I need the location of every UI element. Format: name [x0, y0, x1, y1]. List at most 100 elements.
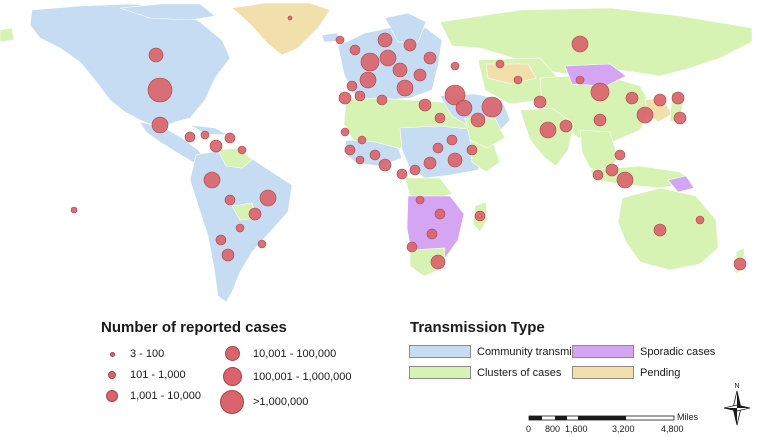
scale-unit-label: Miles	[677, 412, 699, 422]
community-swatch-icon	[409, 345, 471, 358]
land-canada-arctic	[119, 3, 216, 21]
cases-legend-item: 3 - 100	[100, 348, 164, 360]
transmission-legend-item: Pending	[572, 366, 680, 379]
land-greenland-east	[0, 27, 15, 43]
transmission-legend-item: Community transmission	[409, 345, 597, 358]
transmission-legend-label: Clusters of cases	[477, 366, 562, 379]
case-bubble	[396, 79, 414, 97]
case-bubble	[360, 52, 380, 72]
case-bubble	[392, 62, 408, 78]
case-bubble	[377, 32, 393, 48]
bubble-size-1-icon	[109, 351, 115, 357]
pending-swatch-icon	[572, 366, 634, 379]
case-bubble	[466, 144, 478, 156]
case-bubble	[533, 95, 547, 109]
cases-legend-label: 10,001 - 100,000	[253, 347, 337, 360]
case-bubble	[415, 195, 425, 205]
case-bubble	[224, 194, 236, 206]
land-central-east-africa	[399, 125, 491, 179]
case-bubble	[215, 234, 227, 246]
case-bubble	[455, 99, 473, 117]
case-bubble	[70, 206, 78, 214]
transmission-legend-label: Sporadic cases	[640, 345, 716, 358]
case-bubble	[450, 61, 460, 71]
transmission-legend-title: Transmission Type	[410, 319, 545, 336]
case-bubble	[590, 82, 610, 102]
case-bubble	[695, 215, 705, 225]
cases-legend-label: 101 - 1,000	[130, 369, 186, 381]
case-bubble	[235, 223, 245, 233]
case-bubble	[446, 134, 458, 146]
transmission-legend-item: Clusters of cases	[409, 366, 561, 379]
case-bubble	[481, 96, 503, 118]
case-bubble	[359, 71, 377, 89]
case-bubble	[423, 51, 437, 65]
case-bubble	[200, 130, 210, 140]
case-bubble	[403, 38, 417, 52]
cases-legend-item: 100,001 - 1,000,000	[217, 367, 351, 386]
case-bubble	[147, 77, 173, 103]
case-bubble	[513, 75, 523, 85]
scale-tick-label: 0	[526, 424, 532, 434]
case-bubble	[470, 112, 486, 128]
scale-tick-label: 800	[545, 424, 561, 434]
case-bubble	[346, 80, 358, 92]
case-bubble	[148, 47, 164, 63]
land-kazakhstan-east	[485, 63, 537, 85]
scale-tick-label: 3,200	[612, 424, 635, 434]
bubble-size-4-icon	[224, 346, 240, 361]
cases-legend-title: Number of reported cases	[101, 319, 287, 336]
case-bubble	[636, 106, 654, 124]
land-png	[667, 175, 695, 193]
case-bubble	[434, 208, 446, 220]
case-bubble	[184, 131, 196, 143]
bubble-size-5-icon	[222, 367, 242, 386]
cases-legend-item: 101 - 1,000	[100, 369, 186, 381]
case-bubble	[151, 116, 169, 134]
cases-legend-item: 1,001 - 10,000	[100, 390, 201, 402]
land-russia	[439, 7, 753, 79]
case-bubble	[434, 112, 446, 124]
case-bubble	[559, 119, 573, 133]
case-bubble	[406, 241, 418, 253]
case-bubble	[248, 207, 262, 221]
transmission-legend-label: Pending	[640, 366, 681, 379]
cases-legend-item: >1,000,000	[217, 390, 308, 414]
case-bubble	[203, 171, 221, 189]
case-bubble	[376, 94, 388, 106]
compass-rose-icon: N	[723, 383, 751, 426]
case-bubble	[287, 15, 293, 21]
case-bubble	[474, 210, 486, 222]
bubble-size-6-icon	[220, 390, 244, 414]
cases-legend-label: 100,001 - 1,000,000	[253, 370, 352, 383]
case-bubble	[447, 152, 463, 168]
scale-tick-label: 4,800	[661, 424, 684, 434]
case-bubble	[357, 135, 367, 145]
case-bubble	[616, 171, 634, 189]
case-bubble	[430, 254, 446, 270]
case-bubble	[224, 132, 236, 144]
case-bubble	[671, 91, 685, 105]
case-bubble	[418, 98, 432, 112]
case-bubble	[432, 142, 444, 154]
land-north-america	[29, 3, 231, 129]
case-bubble	[571, 35, 589, 53]
case-bubble	[335, 35, 345, 45]
case-bubble	[355, 155, 365, 165]
case-bubble	[349, 44, 361, 56]
case-bubble	[340, 127, 350, 137]
cases-legend-label: 1,001 - 10,000	[130, 390, 201, 402]
bubble-size-2-icon	[108, 371, 116, 379]
north-label: N	[734, 383, 739, 390]
clusters-swatch-icon	[409, 366, 471, 379]
case-bubble	[605, 163, 619, 177]
transmission-legend-label: Community transmission	[477, 345, 598, 358]
case-bubble	[539, 121, 557, 139]
case-bubble	[495, 59, 505, 69]
case-bubble	[653, 223, 667, 237]
case-bubble	[575, 75, 585, 85]
land-australia	[617, 187, 719, 271]
case-bubble	[593, 113, 607, 127]
case-bubble	[423, 156, 437, 170]
